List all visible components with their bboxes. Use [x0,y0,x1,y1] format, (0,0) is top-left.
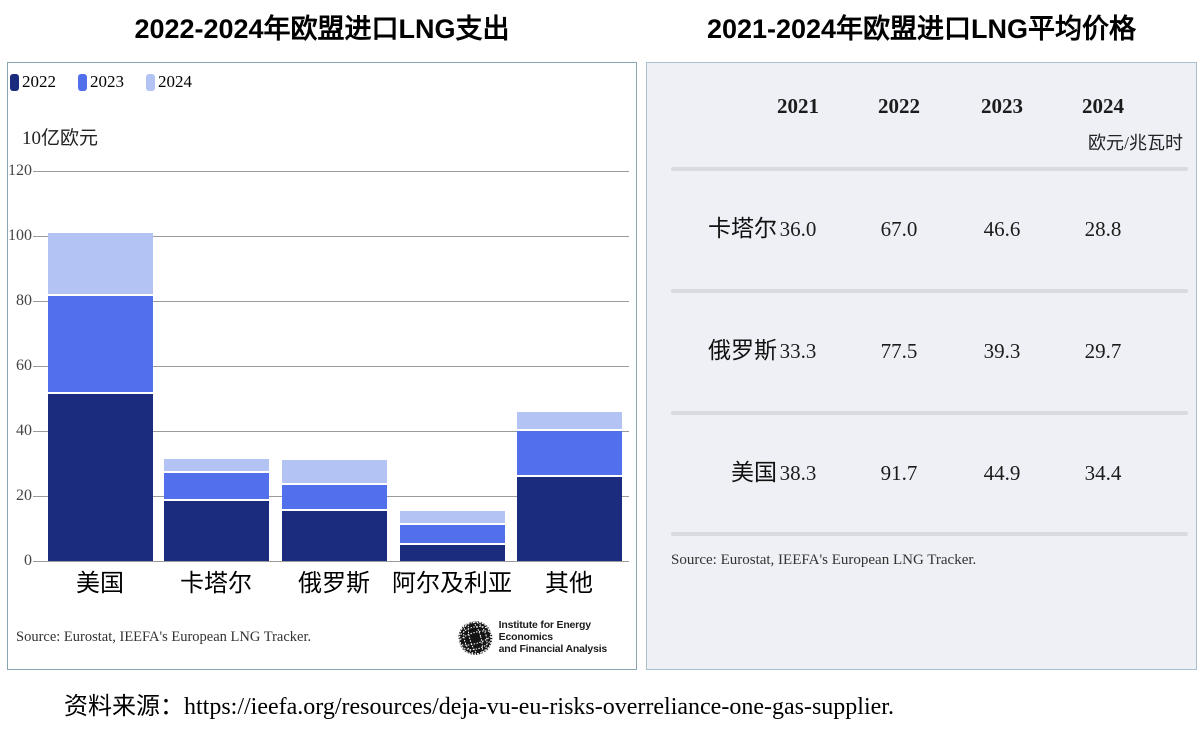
bar-segment-2023-0 [48,296,153,394]
bar-segment-2024-2 [282,460,387,485]
gridline-60 [33,366,629,367]
gridline-0 [33,561,629,562]
table-cell-卡塔尔-2021: 36.0 [779,217,817,241]
y-tick-label-0: 0 [24,552,32,569]
table-header-2021: 2021 [777,94,819,118]
bar-segment-2023-4 [517,431,622,477]
table-cell-卡塔尔-2024: 28.8 [1084,217,1122,241]
table-cell-俄罗斯-2023: 39.3 [983,339,1021,363]
bar-segment-2023-1 [164,473,269,501]
gridline-120 [33,171,629,172]
table-row-label: 俄罗斯 [708,338,777,363]
caption-source-url: 资料来源：https://ieefa.org/resources/deja-vu… [64,694,894,720]
table-cell-俄罗斯-2021: 33.3 [779,339,817,363]
legend-label-2023: 2023 [90,72,124,91]
legend-item-2022: 2022 [10,72,56,92]
x-category-label: 其他 [545,571,593,597]
y-tick-label-80: 80 [16,292,32,309]
ieefa-logo-line1: Institute for Energy Economics [498,619,591,644]
y-tick-label-100: 100 [8,227,32,244]
ieefa-logo-text: Institute for Energy Economics and Finan… [499,620,636,655]
left-chart-title: 2022-2024年欧盟进口LNG支出 [134,14,510,44]
legend-item-2024: 2024 [146,72,192,92]
lng-price-table-panel: 2021 2022 2023 2024 欧元/兆瓦时 卡塔尔 36.0 67.0 46.6 2… [646,62,1197,670]
table-header-2022: 2022 [878,94,920,118]
table-divider-3 [671,532,1188,536]
bar-segment-2024-4 [517,412,622,431]
gridline-40 [33,431,629,432]
y-tick-label-60: 60 [16,357,32,374]
y-axis-unit-label: 10亿欧元 [22,128,99,149]
bar-segment-2022-1 [164,501,269,561]
bar-segment-2024-0 [48,233,153,296]
table-row-label: 美国 [731,460,777,485]
table-cell-俄罗斯-2022: 77.5 [880,339,918,363]
left-source-note: Source: Eurostat, IEEFA's European LNG T… [16,629,312,645]
table-divider-2 [671,411,1188,415]
bar-segment-2022-3 [400,545,505,561]
bar-segment-2022-2 [282,511,387,561]
y-tick-label-20: 20 [16,487,32,504]
legend-swatch-2022 [10,73,19,91]
bar-chart-plot: 0 20 40 60 80 100 120 美国 卡塔尔 俄罗斯 阿尔及利亚 其他 [8,63,636,669]
gridline-100 [33,236,629,237]
table-cell-美国-2023: 44.9 [983,461,1021,485]
gridline-80 [33,301,629,302]
x-category-label: 卡塔尔 [180,571,252,597]
right-source-note: Source: Eurostat, IEEFA's European LNG T… [671,552,977,568]
bar-segment-2024-3 [400,511,505,525]
table-cell-俄罗斯-2024: 29.7 [1084,339,1122,363]
table-cell-卡塔尔-2023: 46.6 [983,217,1021,241]
chart-legend: 2022 2023 2024 [10,72,192,92]
legend-swatch-2024 [146,73,155,91]
legend-item-2023: 2023 [78,72,124,92]
x-category-label: 俄罗斯 [298,571,370,597]
x-category-label: 美国 [76,571,124,597]
table-header-2024: 2024 [1082,94,1124,118]
table-unit-label: 欧元/兆瓦时 [1087,133,1183,153]
table-cell-美国-2022: 91.7 [880,461,918,485]
table-row-label: 卡塔尔 [708,216,777,241]
ieefa-logo-line2: and Financial Analysis [498,642,608,655]
ieefa-logo: Institute for Energy Economics and Finan… [456,614,636,662]
table-divider-1 [671,289,1188,293]
table-header-2023: 2023 [981,94,1023,118]
right-table-title: 2021-2024年欧盟进口LNG平均价格 [706,14,1137,44]
table-divider-0 [671,167,1188,171]
table-cell-卡塔尔-2022: 67.0 [880,217,918,241]
bar-segment-2022-0 [48,394,153,561]
legend-swatch-2023 [78,73,87,91]
globe-icon [457,620,493,656]
table-cell-美国-2024: 34.4 [1084,461,1122,485]
legend-label-2022: 2022 [22,72,56,91]
bar-segment-2023-3 [400,525,505,545]
y-tick-label-40: 40 [16,422,32,439]
y-tick-label-120: 120 [8,162,32,179]
bar-segment-2024-1 [164,459,269,473]
legend-label-2024: 2024 [158,72,192,91]
bar-segment-2022-4 [517,477,622,561]
bar-segment-2023-2 [282,485,387,511]
x-category-label: 阿尔及利亚 [392,571,512,597]
table-cell-美国-2021: 38.3 [779,461,817,485]
lng-spend-chart-panel: 2022 2023 2024 10亿欧元 0 20 40 60 80 100 120 美国 卡塔尔 俄… [7,62,637,670]
